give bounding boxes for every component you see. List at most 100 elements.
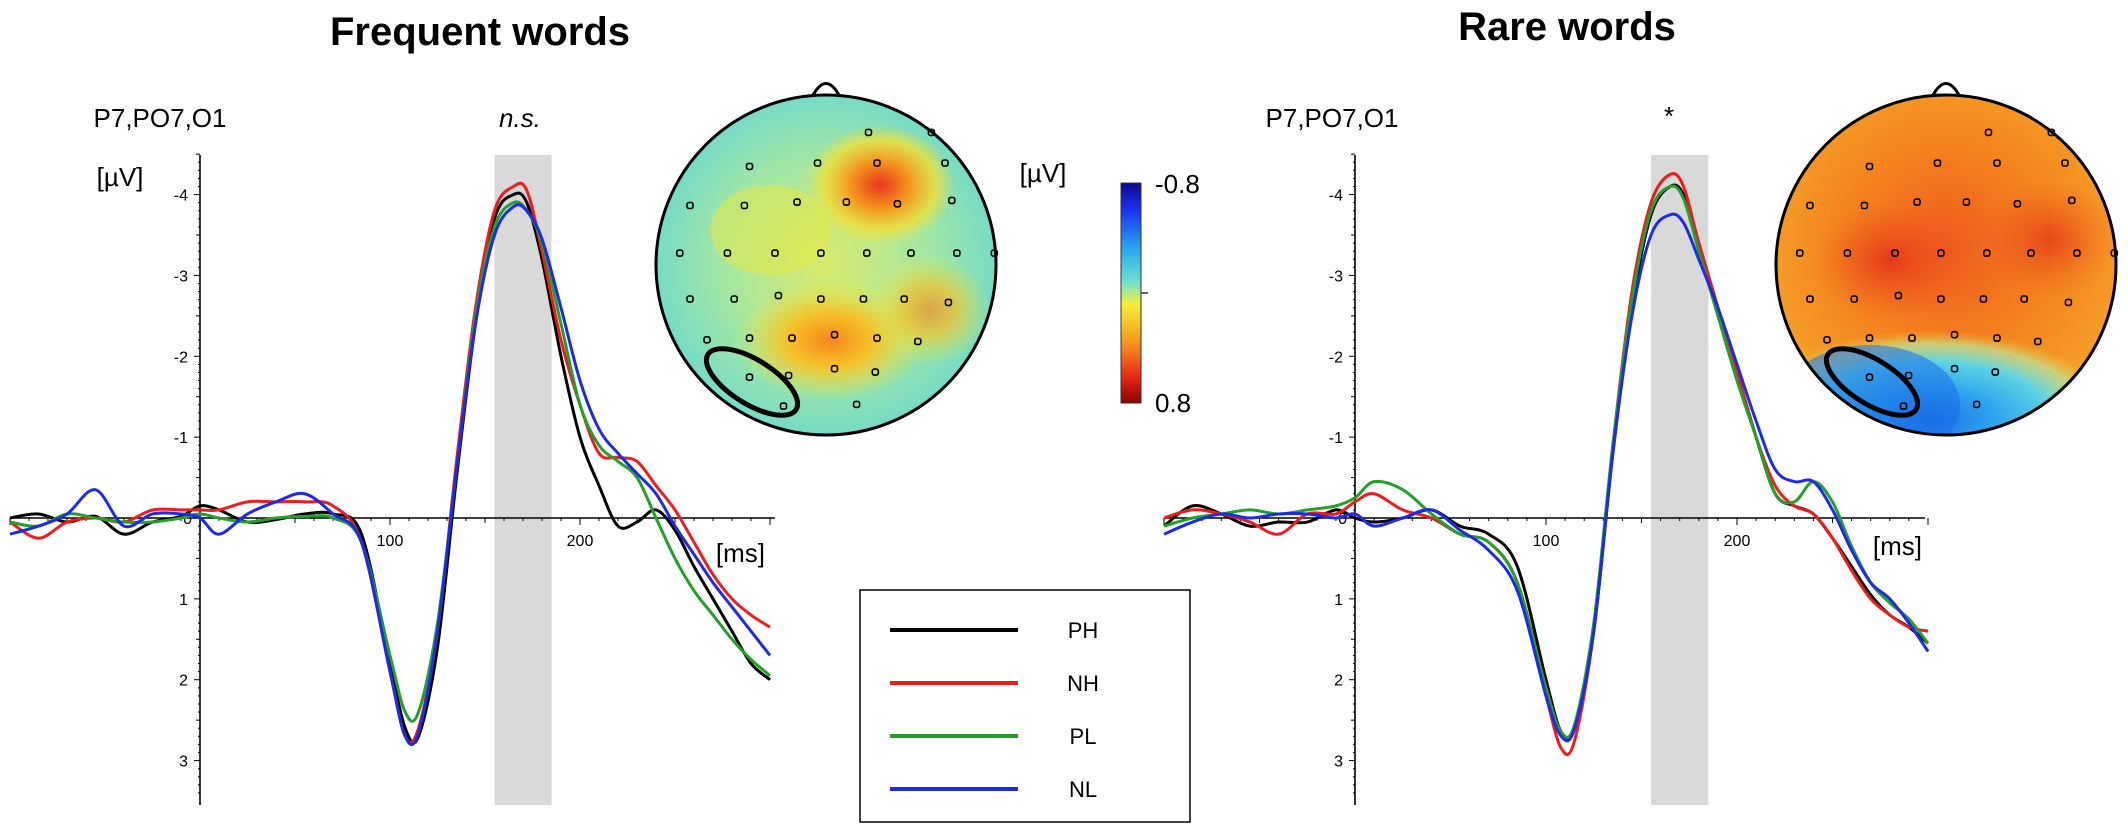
significance-label-rare: *: [1664, 101, 1674, 131]
electrode-marker: [2047, 128, 2056, 137]
y-tick-label: 1: [1334, 592, 1343, 609]
electrode-marker: [788, 334, 796, 342]
electrode-marker: [703, 335, 711, 344]
roi-ellipse-rare: [1823, 346, 1921, 418]
electrode-marker: [927, 128, 936, 137]
y-tick-label: 2: [179, 673, 188, 690]
electrode-marker: [1865, 162, 1874, 171]
electrode-marker: [913, 337, 922, 346]
electrode-marker: [941, 159, 949, 167]
electrode-marker: [947, 196, 956, 205]
x-tick-label: 100: [1533, 533, 1560, 550]
y-tick-label: 3: [179, 754, 188, 771]
legend: PH NH PL NL: [859, 589, 1191, 823]
electrode-marker: [1984, 128, 1993, 137]
electrode-marker: [813, 159, 822, 167]
electrode-marker: [2020, 295, 2028, 303]
electrode-markers-rare: [1796, 128, 2119, 410]
electrode-marker: [784, 371, 793, 380]
electrode-marker: [1823, 335, 1831, 344]
colorbar-bottom-label: 0.8: [1155, 388, 1191, 418]
y-tick-label: -2: [1329, 349, 1343, 366]
electrode-marker: [2013, 200, 2022, 208]
electrode-marker: [1991, 368, 2000, 376]
electrode-marker: [817, 295, 825, 303]
electrode-label-frequent: P7,PO7,O1: [94, 103, 227, 133]
highlight-window: [1651, 155, 1709, 805]
electrode-marker: [686, 295, 694, 303]
electrode-marker: [1993, 159, 2001, 167]
colorbar-unit: [µV]: [1020, 158, 1067, 188]
electrode-marker: [1962, 198, 1971, 206]
y-tick-label: -3: [174, 268, 188, 285]
electrode-marker: [2110, 249, 2119, 257]
x-tick-label: 200: [1724, 533, 1751, 550]
electrode-marker: [730, 295, 739, 303]
electrode-marker: [862, 249, 871, 257]
electrode-marker: [1913, 198, 1921, 206]
erp-plot-rare: -4 -3 -2 -1 1 2 3 0 100 200 [ms]: [1163, 153, 1930, 805]
electrode-marker: [1796, 249, 1804, 257]
electrode-marker: [745, 334, 754, 342]
y-tick-label: 2: [1334, 673, 1343, 690]
electrode-marker: [2061, 159, 2069, 167]
y-axis-label: [µV]: [97, 162, 144, 192]
electrode-marker: [859, 295, 868, 303]
electrode-marker: [1843, 249, 1852, 257]
erp-plot-frequent: -4 -3 -2 -1 1 2 3 0 100 200 [µV] [ms]: [9, 153, 775, 805]
legend-label-nh: NH: [1067, 671, 1099, 696]
x-axis-label: [ms]: [716, 538, 765, 568]
significance-label-frequent: n.s.: [499, 103, 541, 133]
electrode-marker: [842, 198, 851, 206]
electrode-marker: [1979, 295, 1988, 303]
x-axis-label: [ms]: [1873, 531, 1922, 561]
electrode-marker: [1894, 291, 1903, 300]
electrode-marker: [873, 159, 881, 167]
electrode-marker: [817, 249, 825, 257]
panel-title-frequent: Frequent words: [330, 10, 630, 54]
electrode-marker: [1865, 373, 1874, 382]
electrode-marker: [723, 249, 732, 257]
y-tick-label: -1: [1329, 430, 1343, 447]
electrode-marker: [944, 298, 953, 307]
electrode-marker: [871, 368, 880, 376]
electrode-marker: [873, 334, 881, 342]
electrode-marker: [774, 291, 783, 300]
electrode-marker: [793, 198, 801, 206]
electrode-marker: [2073, 249, 2081, 257]
y-tick-label: -4: [1329, 188, 1343, 205]
x-tick-label: 100: [377, 533, 404, 550]
y-tick-label: 1: [179, 592, 188, 609]
electrode-marker: [852, 400, 861, 409]
nose-icon: [1930, 82, 1962, 98]
electrode-marker: [953, 249, 961, 257]
electrode-marker: [1950, 364, 1959, 373]
electrode-marker: [1950, 330, 1959, 339]
electrode-marker: [830, 330, 839, 339]
y-tick-label: 3: [1334, 754, 1343, 771]
legend-label-nl: NL: [1069, 777, 1097, 802]
legend-label-ph: PH: [1068, 618, 1099, 643]
electrode-marker: [864, 128, 873, 137]
electrode-marker: [990, 249, 999, 257]
electrode-marker: [2068, 196, 2076, 205]
electrode-marker: [771, 249, 779, 257]
electrode-marker: [745, 162, 754, 171]
legend-label-pl: PL: [1070, 724, 1097, 749]
y-tick-label: -1: [174, 430, 188, 447]
electrode-marker: [2034, 337, 2042, 346]
electrode-marker: [1899, 402, 1908, 410]
y-tick-label: -3: [1329, 268, 1343, 285]
electrode-marker: [1983, 249, 1991, 257]
y-tick-label: -4: [174, 188, 188, 205]
roi-ellipse-frequent: [703, 346, 801, 418]
electrode-marker: [1972, 400, 1981, 409]
electrode-marker: [675, 249, 684, 257]
y-tick-label: 0: [183, 511, 192, 528]
electrode-markers-frequent: [675, 128, 999, 410]
electrode-marker: [740, 201, 749, 210]
electrode-marker: [2064, 298, 2073, 307]
electrode-label-rare: P7,PO7,O1: [1266, 103, 1399, 133]
electrode-marker: [1904, 371, 1913, 380]
